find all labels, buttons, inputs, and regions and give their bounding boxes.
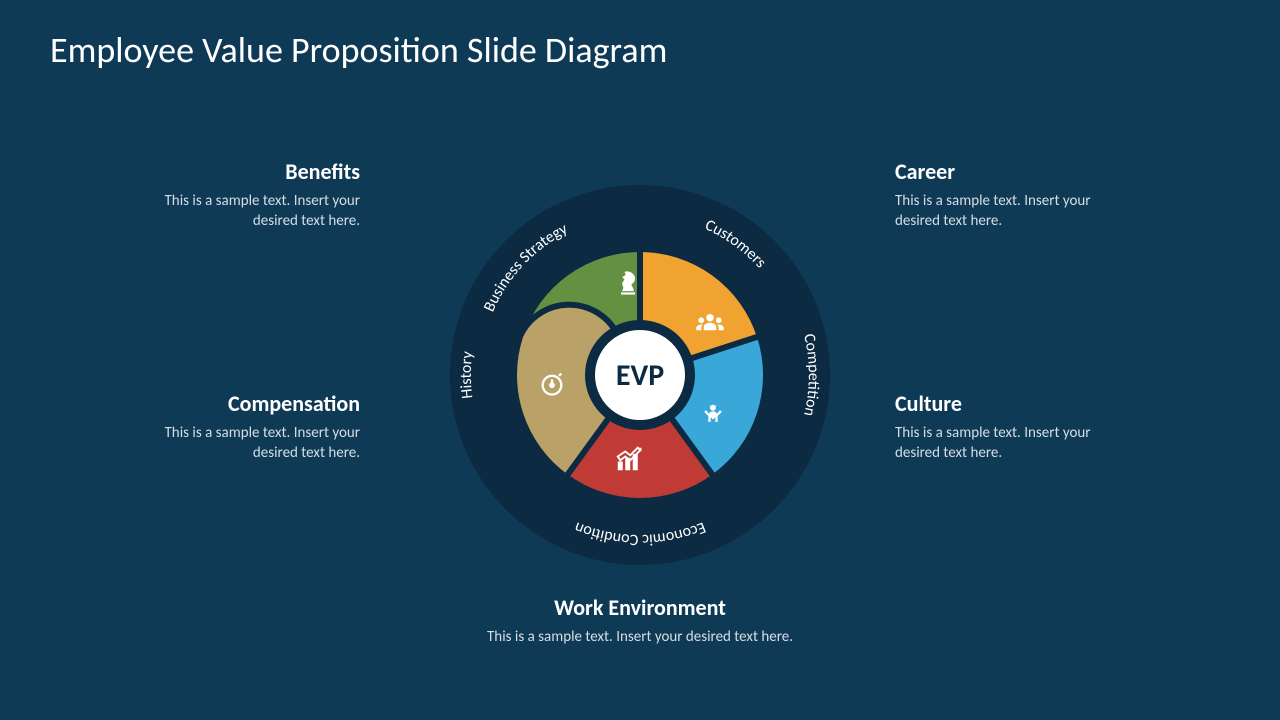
callout-heading: Work Environment: [460, 594, 820, 621]
evp-diagram: Business Strategy Customers Competition …: [450, 185, 830, 565]
callout-body: This is a sample text. Insert your desir…: [895, 423, 1125, 464]
callout-work-environment: Work Environment This is a sample text. …: [460, 594, 820, 647]
timer-icon: [535, 367, 569, 401]
ring-label-history: History: [457, 350, 478, 400]
ring-label-competition: Competition: [799, 332, 823, 418]
callout-heading: Culture: [895, 390, 1125, 417]
callout-benefits: Benefits This is a sample text. Insert y…: [130, 158, 360, 232]
callout-body: This is a sample text. Insert your desir…: [130, 191, 360, 232]
callout-body: This is a sample text. Insert your desir…: [895, 191, 1125, 232]
callout-career: Career This is a sample text. Insert you…: [895, 158, 1125, 232]
growth-icon: [612, 442, 646, 476]
callout-culture: Culture This is a sample text. Insert yo…: [895, 390, 1125, 464]
callout-body: This is a sample text. Insert your desir…: [460, 627, 820, 647]
winner-icon: [696, 399, 730, 433]
ring-label-economic: Economic Condition: [572, 517, 709, 549]
callout-body: This is a sample text. Insert your desir…: [130, 423, 360, 464]
center-label: EVP: [616, 357, 664, 394]
center-circle: EVP: [585, 320, 695, 430]
knight-icon: [611, 266, 645, 300]
callout-heading: Compensation: [130, 390, 360, 417]
people-icon: [693, 307, 727, 341]
ring-label-customers: Customers: [702, 216, 770, 272]
callout-compensation: Compensation This is a sample text. Inse…: [130, 390, 360, 464]
slide-title: Employee Value Proposition Slide Diagram: [50, 28, 667, 72]
callout-heading: Benefits: [130, 158, 360, 185]
callout-heading: Career: [895, 158, 1125, 185]
